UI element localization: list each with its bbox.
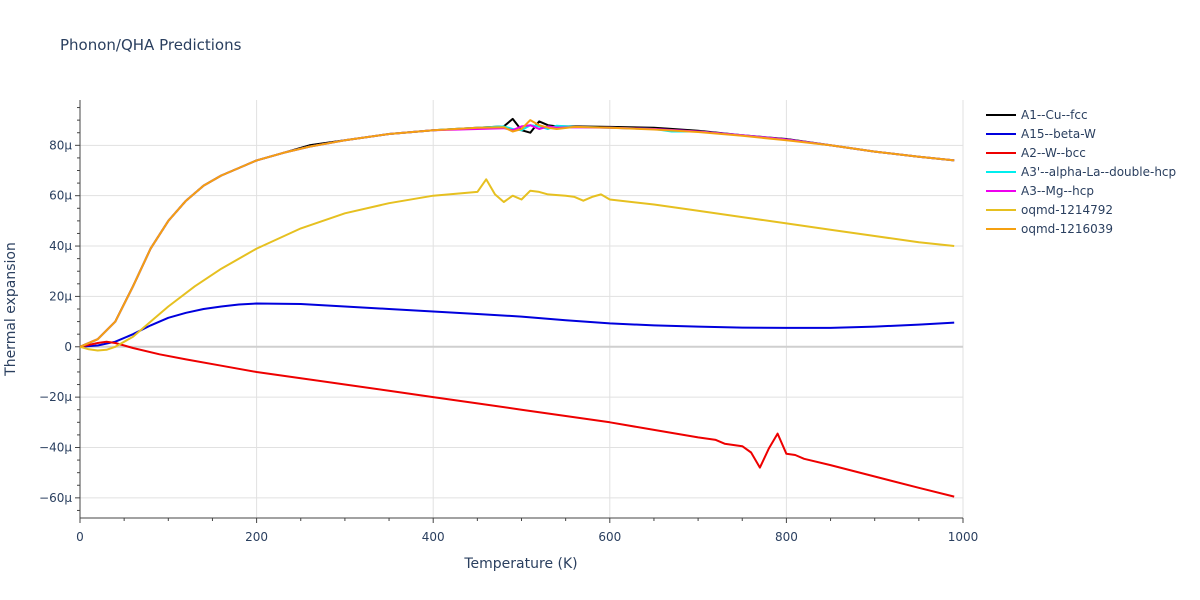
y-tick-label: 0 — [64, 340, 72, 354]
x-tick-label: 600 — [598, 530, 621, 544]
y-tick-label: −20μ — [39, 390, 72, 404]
legend-item[interactable]: oqmd-1216039 — [986, 222, 1113, 236]
series-layer — [79, 117, 955, 498]
x-tick-label: 200 — [245, 530, 268, 544]
y-tick-label: 40μ — [49, 239, 72, 253]
chart-title: Phonon/QHA Predictions — [60, 36, 242, 54]
grid-lines — [80, 100, 964, 518]
x-tick-label: 0 — [76, 530, 84, 544]
legend-label: A1--Cu--fcc — [1021, 108, 1088, 122]
x-tick-label: 1000 — [948, 530, 979, 544]
x-tick-label: 800 — [775, 530, 798, 544]
legend-item[interactable]: A3'--alpha-La--double-hcp — [986, 165, 1176, 179]
legend-label: A3--Mg--hcp — [1021, 184, 1094, 198]
legend-label: A2--W--bcc — [1021, 146, 1086, 160]
y-tick-label: 80μ — [49, 138, 72, 152]
legend-label: oqmd-1214792 — [1021, 203, 1113, 217]
x-tick-label: 400 — [422, 530, 445, 544]
legend-item[interactable]: oqmd-1214792 — [986, 203, 1113, 217]
series-line-2[interactable] — [79, 340, 955, 498]
legend-item[interactable]: A2--W--bcc — [986, 146, 1086, 160]
axes — [75, 100, 964, 523]
legend-item[interactable]: A15--beta-W — [986, 127, 1096, 141]
x-axis-title: Temperature (K) — [463, 556, 577, 572]
legend-label: A3'--alpha-La--double-hcp — [1021, 165, 1176, 179]
legend-label: A15--beta-W — [1021, 127, 1096, 141]
legend-label: oqmd-1216039 — [1021, 222, 1113, 236]
legend-item[interactable]: A1--Cu--fcc — [986, 108, 1088, 122]
series-line-6[interactable] — [79, 119, 955, 348]
y-tick-label: −60μ — [39, 491, 72, 505]
legend: A1--Cu--fcc A15--beta-W A2--W--bcc A3'--alp… — [986, 108, 1176, 236]
tick-labels: 0 200 400 600 800 1000 −60μ −40μ −20μ 0 20μ 40μ 60μ 8… — [39, 138, 978, 544]
series-line-5[interactable] — [79, 178, 955, 352]
y-tick-label: 60μ — [49, 189, 72, 203]
y-axis-title: Thermal expansion — [3, 242, 19, 377]
legend-item[interactable]: A3--Mg--hcp — [986, 184, 1094, 198]
y-tick-label: 20μ — [49, 289, 72, 303]
y-tick-label: −40μ — [39, 440, 72, 454]
series-line-1[interactable] — [79, 302, 955, 348]
